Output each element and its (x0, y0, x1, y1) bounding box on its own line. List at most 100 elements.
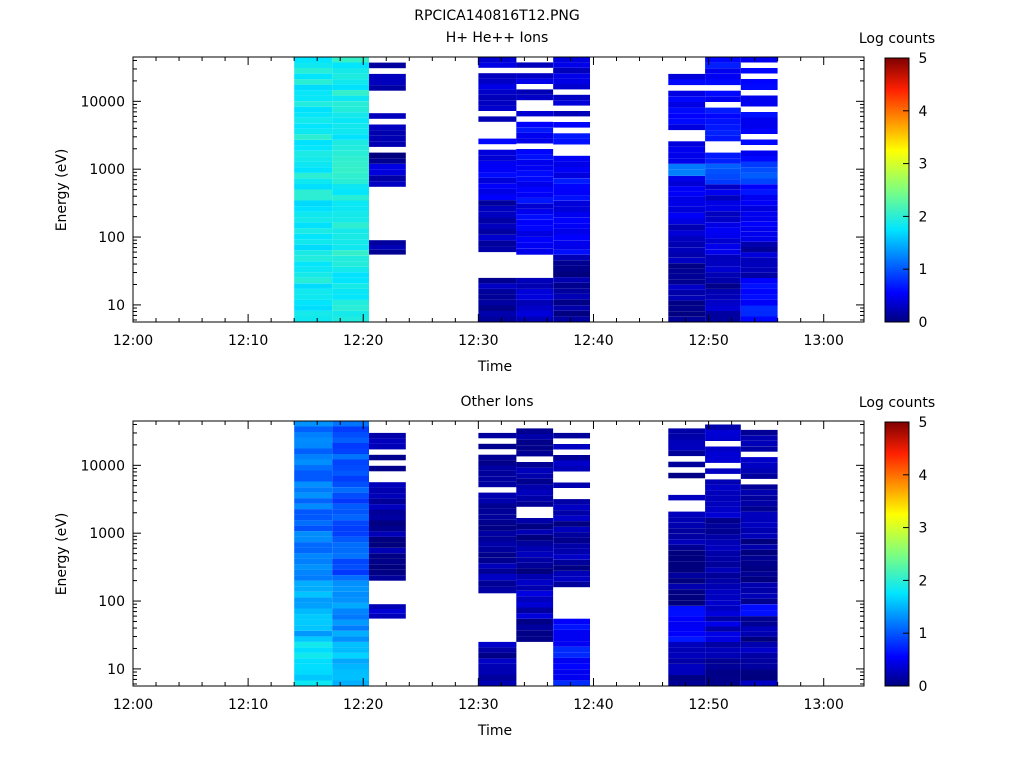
heatmap-cell (740, 178, 778, 185)
heatmap-cell (332, 487, 369, 493)
heatmap-cell (516, 208, 554, 215)
heatmap-cell (740, 621, 778, 627)
heatmap-cell (516, 462, 554, 468)
heatmap-cell (705, 578, 741, 584)
heatmap-cell (705, 68, 741, 74)
heatmap-cell (332, 542, 369, 548)
heatmap-cell (705, 506, 741, 513)
heatmap-cell (332, 531, 369, 537)
heatmap-cell (553, 167, 590, 173)
heatmap-cell (478, 481, 517, 488)
heatmap-cell (740, 84, 778, 90)
heatmap-cell (740, 123, 778, 129)
colorbar-tick-label: 2 (919, 573, 928, 589)
heatmap-cell (740, 189, 778, 195)
heatmap-cell (668, 439, 706, 445)
colorbar-tick-label: 3 (919, 157, 928, 173)
heatmap-cell (668, 263, 706, 269)
heatmap-cell (516, 636, 554, 642)
y-tick-label: 1000 (89, 162, 125, 178)
heatmap-cell (705, 211, 741, 217)
heatmap-cell (740, 571, 778, 577)
heatmap-cell (740, 473, 778, 479)
heatmap-cell (332, 79, 369, 85)
heatmap-cell (668, 273, 706, 280)
heatmap-cell (740, 587, 778, 594)
heatmap-cell (668, 561, 706, 567)
heatmap-cell (478, 62, 517, 68)
heatmap-cell (478, 675, 517, 681)
heatmap-cell (668, 664, 706, 670)
heatmap-cell (740, 57, 778, 63)
heatmap-cell (294, 498, 333, 504)
heatmap-cell (668, 539, 706, 545)
heatmap-cell (740, 626, 778, 632)
colorbar-ticks: 0 1 2 3 4 5 (903, 51, 928, 331)
heatmap-cell (332, 476, 369, 482)
heatmap-cell (553, 122, 590, 128)
heatmap-cell (740, 462, 778, 468)
heatmap-cell (332, 277, 369, 284)
heatmap-cell (332, 664, 369, 670)
heatmap-cell (332, 525, 369, 532)
heatmap-cell (478, 470, 517, 477)
heatmap-cell (332, 73, 369, 80)
heatmap-cell (478, 563, 517, 569)
y-axis-label: Energy (eV) (54, 513, 70, 596)
heatmap-cell (705, 424, 741, 430)
heatmap-cell (705, 107, 741, 114)
y-tick-label: 10 (107, 662, 125, 678)
heatmap-cell (553, 629, 590, 636)
heatmap-cell (705, 222, 741, 228)
heatmap-cell (332, 200, 369, 206)
heatmap-cell (478, 664, 517, 670)
heatmap-cell (740, 262, 778, 268)
heatmap-cell (478, 149, 517, 156)
heatmap-cell (553, 532, 590, 538)
heatmap-cell (478, 300, 517, 306)
heatmap-cell (705, 647, 741, 653)
heatmap-cell (553, 570, 590, 577)
heatmap-cell (516, 568, 554, 574)
heatmap-cell (553, 212, 590, 218)
heatmap-cell (705, 152, 741, 159)
heatmap-cell (553, 543, 590, 549)
heatmap-cell (332, 206, 369, 212)
heatmap-cell (705, 300, 741, 306)
heatmap-cell (516, 138, 554, 144)
heatmap-cell (294, 90, 333, 96)
heatmap-cell (332, 228, 369, 234)
heatmap-cell (516, 557, 554, 563)
heatmap-cell (553, 293, 590, 300)
heatmap-cell (705, 90, 741, 97)
heatmap-cell (705, 501, 741, 507)
heatmap-cell (668, 306, 706, 312)
heatmap-cell (740, 576, 778, 583)
heatmap-cell (740, 200, 778, 206)
heatmap-cell (740, 184, 778, 190)
heatmap-cell (668, 316, 706, 322)
heatmap-cell (668, 113, 706, 119)
heatmap-cell (553, 277, 590, 283)
heatmap-cell (740, 252, 778, 258)
heatmap-cell (332, 288, 369, 295)
heatmap-cell (369, 130, 406, 136)
heatmap-cell (705, 168, 741, 174)
heatmap-cell (478, 680, 517, 686)
heatmap-cell (553, 100, 590, 106)
heatmap-cell (705, 550, 741, 557)
heatmap-cell (332, 195, 369, 201)
heatmap-cell (740, 277, 778, 284)
heatmap-cell (294, 95, 333, 102)
heatmap-cell (294, 222, 333, 229)
heatmap-cell (294, 443, 333, 449)
heatmap-cell (553, 618, 590, 625)
heatmap-cell (294, 139, 333, 146)
heatmap-cell (294, 294, 333, 300)
heatmap-cell (478, 100, 517, 106)
heatmap-cell (668, 236, 706, 242)
heatmap-cell (553, 499, 590, 505)
heatmap-cell (668, 107, 706, 114)
heatmap-cell (516, 283, 554, 289)
heatmap-cell (478, 568, 517, 574)
